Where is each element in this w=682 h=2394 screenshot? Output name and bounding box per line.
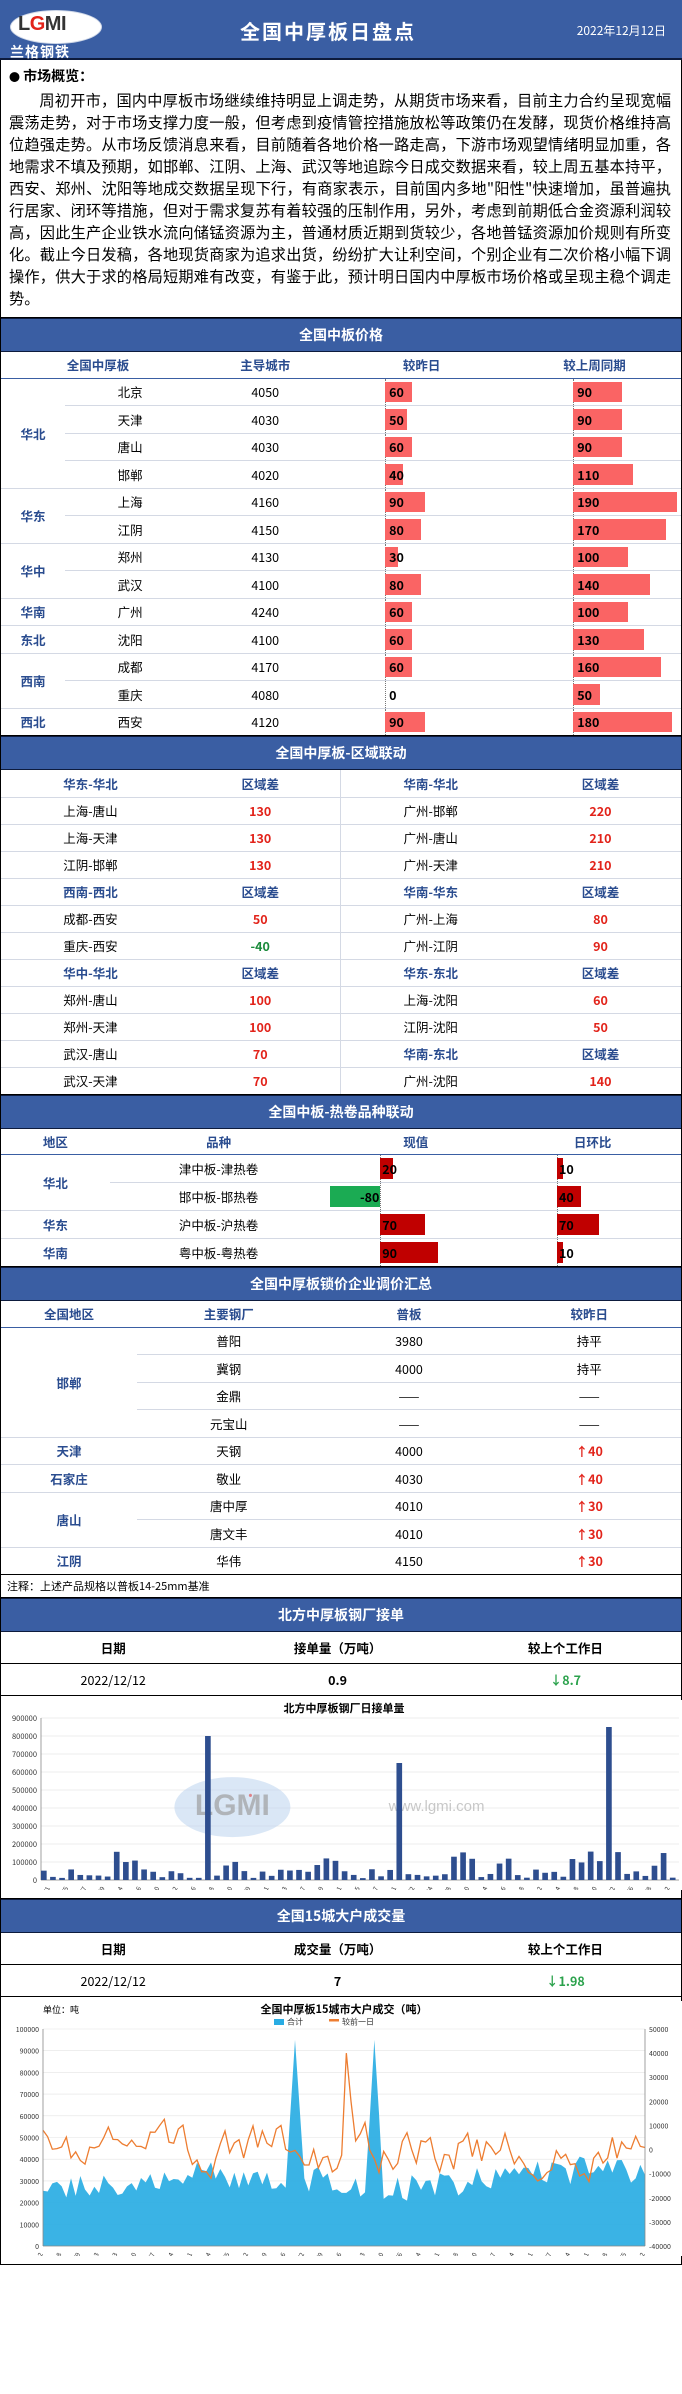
svg-text:600000: 600000 [12,1767,37,1778]
svg-text:较前一日: 较前一日 [342,2017,374,2028]
svg-text:10000: 10000 [649,2121,669,2131]
svg-text:www.lgmi.com: www.lgmi.com [388,1798,485,1815]
svg-text:0: 0 [33,1875,37,1886]
svg-text:0: 0 [35,2242,39,2252]
svg-text:10000: 10000 [20,2220,40,2230]
svg-text:单位：吨: 单位：吨 [43,2003,79,2016]
svg-text:800000: 800000 [12,1731,37,1742]
svg-text:-40000: -40000 [649,2242,671,2252]
svg-text:20000: 20000 [649,2097,669,2107]
svg-text:50000: 50000 [649,2025,669,2035]
svg-text:300000: 300000 [12,1821,37,1832]
svg-text:30000: 30000 [20,2177,40,2187]
svg-text:900000: 900000 [12,1713,37,1724]
svg-text:80000: 80000 [20,2068,40,2078]
svg-text:50000: 50000 [20,2134,40,2144]
svg-text:40000: 40000 [649,2049,669,2059]
svg-text:•: • [248,1790,252,1802]
svg-text:30000: 30000 [649,2073,669,2083]
svg-text:60000: 60000 [20,2112,40,2122]
svg-text:北方中厚板钢厂日接单量: 北方中厚板钢厂日接单量 [284,1700,405,1716]
svg-text:500000: 500000 [12,1785,37,1796]
svg-text:400000: 400000 [12,1803,37,1814]
svg-text:100000: 100000 [12,1857,37,1868]
svg-text:全国中厚板15城市大户成交（吨）: 全国中厚板15城市大户成交（吨） [261,2001,428,2017]
svg-text:40000: 40000 [20,2155,40,2165]
svg-text:20000: 20000 [20,2199,40,2209]
svg-text:0: 0 [649,2146,653,2156]
svg-text:700000: 700000 [12,1749,37,1760]
svg-text:200000: 200000 [12,1839,37,1850]
svg-text:-10000: -10000 [649,2170,671,2180]
svg-text:70000: 70000 [20,2090,40,2100]
svg-text:-20000: -20000 [649,2194,671,2204]
svg-text:合计: 合计 [287,2017,303,2028]
svg-text:-30000: -30000 [649,2218,671,2228]
svg-text:90000: 90000 [20,2047,40,2057]
svg-text:100000: 100000 [16,2025,39,2035]
